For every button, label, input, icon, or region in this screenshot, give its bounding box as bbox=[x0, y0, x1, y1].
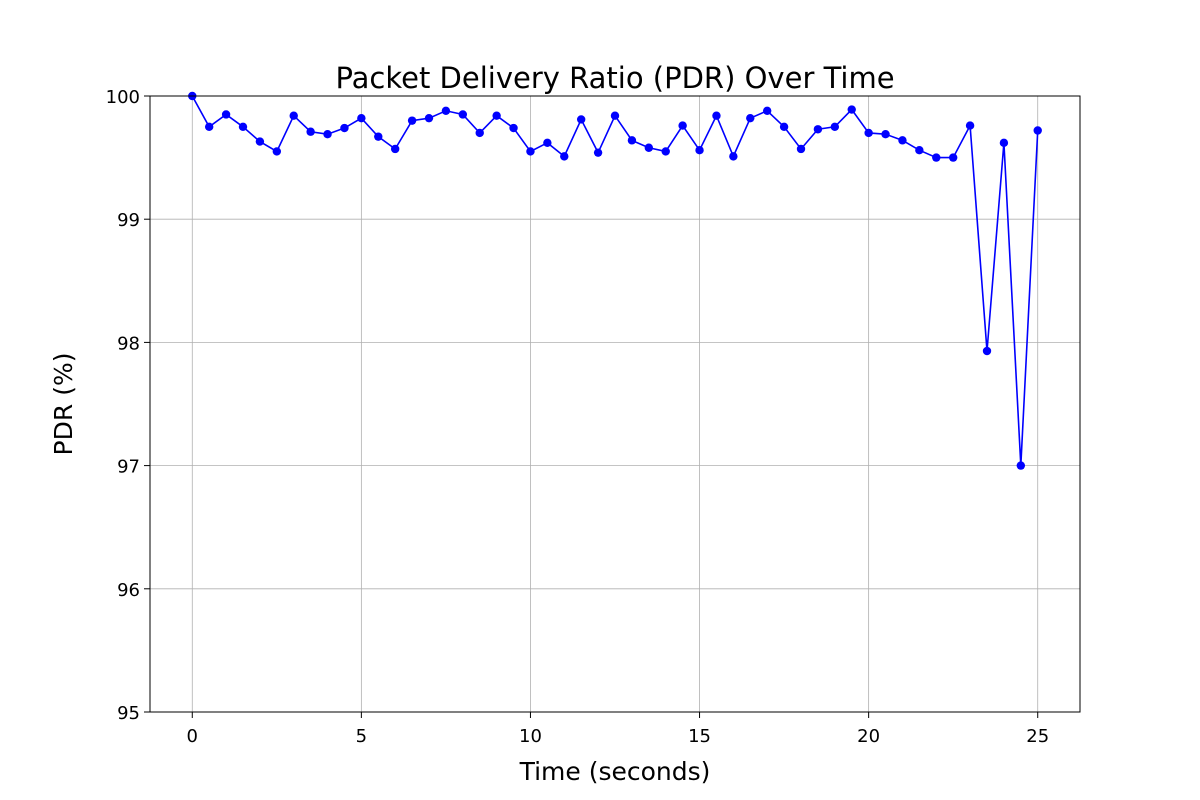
data-point bbox=[374, 132, 383, 141]
data-point bbox=[610, 111, 620, 120]
data-point bbox=[306, 127, 315, 136]
data-point bbox=[289, 111, 298, 120]
data-point bbox=[526, 147, 535, 156]
y-tick-label: 96 bbox=[117, 580, 140, 601]
chart-title: Packet Delivery Ratio (PDR) Over Time bbox=[335, 61, 894, 95]
data-point bbox=[644, 143, 654, 152]
x-tick-label: 10 bbox=[519, 726, 542, 747]
x-tick-label: 15 bbox=[688, 726, 711, 747]
data-point bbox=[407, 116, 417, 125]
y-tick-label: 99 bbox=[117, 210, 140, 231]
data-point bbox=[729, 152, 738, 161]
data-point bbox=[543, 138, 552, 148]
data-point bbox=[492, 111, 501, 120]
data-point bbox=[915, 146, 924, 155]
data-point bbox=[746, 113, 755, 123]
data-point bbox=[864, 128, 873, 138]
data-point bbox=[661, 147, 670, 156]
data-point bbox=[678, 121, 687, 130]
data-point bbox=[441, 106, 451, 115]
data-point bbox=[948, 153, 958, 162]
x-tick-label: 25 bbox=[1026, 726, 1049, 747]
x-axis-label: Time (seconds) bbox=[519, 757, 711, 786]
data-point bbox=[272, 147, 282, 156]
data-point bbox=[695, 146, 704, 155]
data-point bbox=[847, 105, 856, 114]
data-point bbox=[238, 122, 248, 131]
x-tick-label: 20 bbox=[857, 726, 880, 747]
data-point bbox=[204, 122, 214, 131]
y-tick-label: 97 bbox=[117, 457, 140, 478]
x-tick-label: 0 bbox=[187, 726, 198, 747]
data-point bbox=[830, 122, 840, 131]
data-point bbox=[390, 144, 400, 154]
data-point bbox=[1016, 461, 1026, 470]
data-point bbox=[357, 113, 366, 123]
data-point bbox=[560, 152, 569, 161]
data-point bbox=[762, 106, 772, 115]
data-point bbox=[965, 121, 975, 130]
data-point bbox=[982, 346, 992, 356]
data-point bbox=[255, 137, 265, 146]
x-tick-label: 5 bbox=[356, 726, 367, 747]
plot-frame bbox=[149, 95, 1081, 713]
data-point bbox=[898, 136, 907, 145]
data-point bbox=[509, 123, 518, 133]
data-point bbox=[458, 110, 468, 119]
data-point bbox=[323, 129, 332, 139]
data-point bbox=[627, 136, 637, 145]
data-point bbox=[881, 129, 890, 139]
data-point bbox=[932, 153, 941, 162]
grid bbox=[150, 95, 1080, 713]
y-tick-label: 98 bbox=[117, 333, 140, 354]
data-point bbox=[424, 113, 434, 123]
y-axis-label: PDR (%) bbox=[49, 353, 78, 456]
y-tick-label: 95 bbox=[117, 703, 140, 724]
data-point bbox=[340, 123, 349, 133]
axis-ticks: 0 5 10 15 20 25 95 96 97 98 99 100 bbox=[106, 87, 1050, 747]
data-point bbox=[813, 125, 823, 134]
data-point bbox=[221, 110, 231, 119]
data-point bbox=[712, 111, 721, 120]
data-point bbox=[1033, 126, 1042, 135]
data-point bbox=[593, 148, 603, 157]
series-pdr bbox=[188, 91, 1042, 470]
data-point bbox=[576, 115, 586, 124]
data-point bbox=[475, 128, 484, 138]
y-tick-label: 100 bbox=[106, 87, 140, 108]
data-point bbox=[796, 144, 806, 154]
data-point bbox=[999, 138, 1009, 148]
data-point bbox=[779, 122, 789, 131]
series-line bbox=[191, 95, 1039, 466]
